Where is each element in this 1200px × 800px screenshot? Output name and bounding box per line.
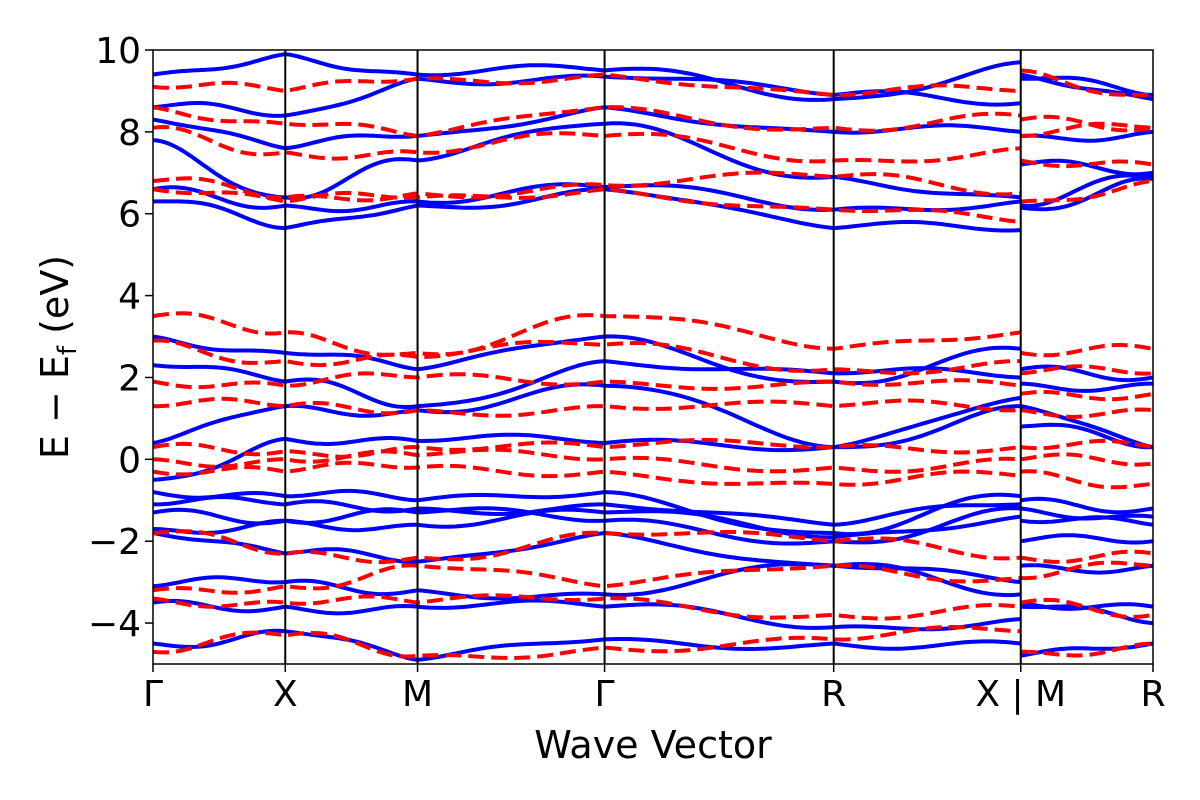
y-tick-label: 6 — [118, 195, 141, 236]
band-line-solid — [153, 562, 1021, 601]
band-line-solid — [1020, 563, 1153, 575]
y-ticks: 10 8 6 4 2 0 −2 −4 — [88, 31, 153, 645]
band-line-solid — [1020, 129, 1153, 143]
y-axis-label-unit: (eV) — [33, 255, 77, 346]
y-axis-label-subscript: f — [53, 345, 83, 355]
y-axis-label-main: E − E — [33, 355, 77, 459]
band-line-solid — [153, 495, 1021, 527]
plot-frame — [152, 49, 1154, 665]
band-line-dashed — [153, 170, 1021, 203]
kpoint-lines — [284, 50, 1022, 664]
x-tick-label: X | M — [975, 674, 1066, 715]
band-line-solid — [1020, 176, 1153, 212]
band-line-solid — [1020, 604, 1153, 626]
band-line-solid — [153, 598, 1021, 632]
band-line-dashed — [153, 563, 1021, 595]
band-line-solid — [1020, 515, 1153, 527]
band-line-solid — [153, 506, 1021, 546]
y-axis-label: E − Ef (eV) — [33, 255, 83, 459]
x-axis-label: Wave Vector — [534, 723, 772, 767]
band-line-solid — [153, 628, 1021, 662]
band-line-solid — [1020, 496, 1153, 515]
x-tick-label: X — [273, 674, 298, 715]
band-line-dashed — [153, 72, 1021, 97]
y-tick-label: 10 — [95, 31, 141, 72]
band-line-solid — [1020, 364, 1153, 383]
band-line-dashed — [153, 437, 1021, 459]
band-line-dashed — [153, 105, 1021, 138]
x-tick-label: Γ — [595, 674, 615, 715]
y-tick-label: 4 — [118, 277, 141, 318]
band-line-dashed — [1020, 68, 1153, 97]
band-line-solid — [1020, 158, 1153, 177]
band-line-solid — [1020, 422, 1153, 450]
x-tick-label: M — [402, 674, 433, 715]
band-line-solid — [153, 187, 1021, 233]
band-line-solid — [1020, 381, 1153, 393]
y-tick-label: 8 — [118, 113, 141, 154]
band-line-solid — [153, 52, 1021, 102]
bands-layer — [153, 52, 1153, 662]
band-line-dashed — [153, 187, 1021, 224]
y-tick-label: −2 — [88, 522, 141, 563]
band-line-solid — [153, 121, 1021, 201]
band-line-dashed — [153, 396, 1021, 418]
band-line-solid — [1020, 404, 1153, 450]
band-line-dashed — [153, 125, 1021, 164]
band-line-solid — [153, 382, 1021, 450]
band-line-dashed — [153, 338, 1021, 376]
band-line-dashed — [153, 625, 1021, 660]
y-tick-label: 2 — [118, 358, 141, 399]
band-line-dashed — [153, 311, 1021, 357]
band-line-dashed — [153, 460, 1021, 487]
band-line-solid — [1020, 75, 1153, 97]
band-line-solid — [153, 182, 1021, 214]
x-tick-label: Γ — [143, 674, 163, 715]
band-line-dashed — [153, 529, 1021, 565]
band-line-dashed — [153, 593, 1021, 621]
x-tick-label: R — [821, 674, 846, 715]
band-line-dashed — [153, 447, 1021, 474]
band-line-solid — [1020, 533, 1153, 545]
y-tick-label: 0 — [118, 440, 141, 481]
y-tick-label: −4 — [88, 604, 141, 645]
band-line-dashed — [153, 371, 1021, 391]
x-ticks: Γ X M Γ R X | M R — [143, 664, 1166, 715]
band-line-solid — [1020, 641, 1153, 658]
x-tick-label: R — [1140, 674, 1165, 715]
